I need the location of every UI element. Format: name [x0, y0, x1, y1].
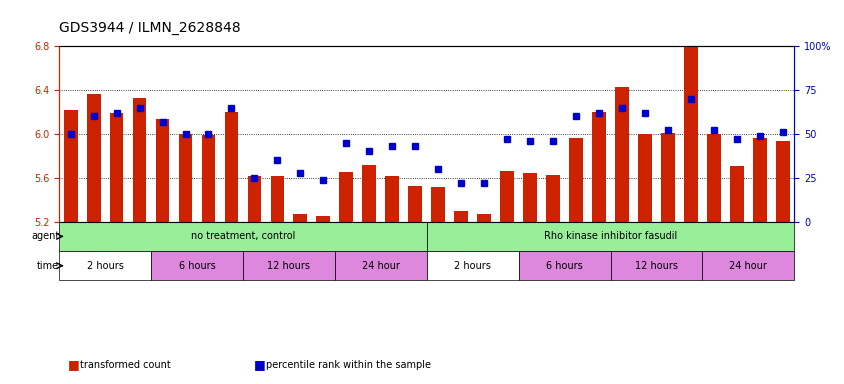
FancyBboxPatch shape — [59, 251, 151, 280]
Bar — [454, 211, 468, 222]
FancyBboxPatch shape — [609, 251, 701, 280]
Bar — [729, 166, 743, 222]
Bar — [592, 112, 605, 222]
Text: Rho kinase inhibitor fasudil: Rho kinase inhibitor fasudil — [544, 232, 676, 242]
Bar — [225, 112, 238, 222]
Bar — [477, 214, 490, 222]
Bar — [660, 133, 674, 222]
FancyBboxPatch shape — [518, 251, 609, 280]
Text: ■: ■ — [68, 358, 79, 371]
Text: 6 hours: 6 hours — [545, 261, 582, 271]
FancyBboxPatch shape — [243, 251, 334, 280]
FancyBboxPatch shape — [701, 251, 793, 280]
FancyBboxPatch shape — [334, 251, 426, 280]
FancyBboxPatch shape — [59, 222, 426, 251]
Bar — [362, 165, 376, 222]
Text: 24 hour: 24 hour — [361, 261, 399, 271]
Bar — [178, 134, 192, 222]
Bar — [247, 175, 261, 222]
Bar — [614, 87, 628, 222]
Text: 24 hour: 24 hour — [728, 261, 766, 271]
FancyBboxPatch shape — [151, 251, 243, 280]
Text: 12 hours: 12 hours — [267, 261, 310, 271]
Text: no treatment, control: no treatment, control — [191, 232, 295, 242]
Bar — [430, 187, 445, 222]
Text: ■: ■ — [253, 358, 265, 371]
Bar — [569, 138, 582, 222]
Bar — [316, 216, 330, 222]
Bar — [293, 214, 307, 222]
Bar — [637, 134, 651, 222]
Bar — [133, 98, 146, 222]
FancyBboxPatch shape — [426, 222, 793, 251]
Text: 12 hours: 12 hours — [634, 261, 677, 271]
Text: transformed count: transformed count — [80, 360, 170, 370]
Text: 2 hours: 2 hours — [454, 261, 490, 271]
Text: GDS3944 / ILMN_2628848: GDS3944 / ILMN_2628848 — [59, 21, 241, 35]
Bar — [706, 134, 720, 222]
Text: 2 hours: 2 hours — [87, 261, 123, 271]
FancyBboxPatch shape — [426, 251, 518, 280]
Bar — [87, 94, 100, 222]
Bar — [202, 135, 215, 222]
Bar — [385, 175, 398, 222]
Bar — [775, 141, 789, 222]
Bar — [545, 175, 560, 222]
Bar — [500, 171, 513, 222]
Bar — [270, 175, 284, 222]
Text: percentile rank within the sample: percentile rank within the sample — [266, 360, 430, 370]
Bar — [684, 47, 697, 222]
Bar — [110, 113, 123, 222]
Bar — [155, 119, 169, 222]
Bar — [522, 174, 537, 222]
Text: 6 hours: 6 hours — [178, 261, 215, 271]
Bar — [752, 138, 766, 222]
Bar — [63, 110, 78, 222]
Text: time: time — [37, 261, 59, 271]
Bar — [339, 172, 353, 222]
Bar — [408, 185, 422, 222]
Text: agent: agent — [31, 232, 59, 242]
